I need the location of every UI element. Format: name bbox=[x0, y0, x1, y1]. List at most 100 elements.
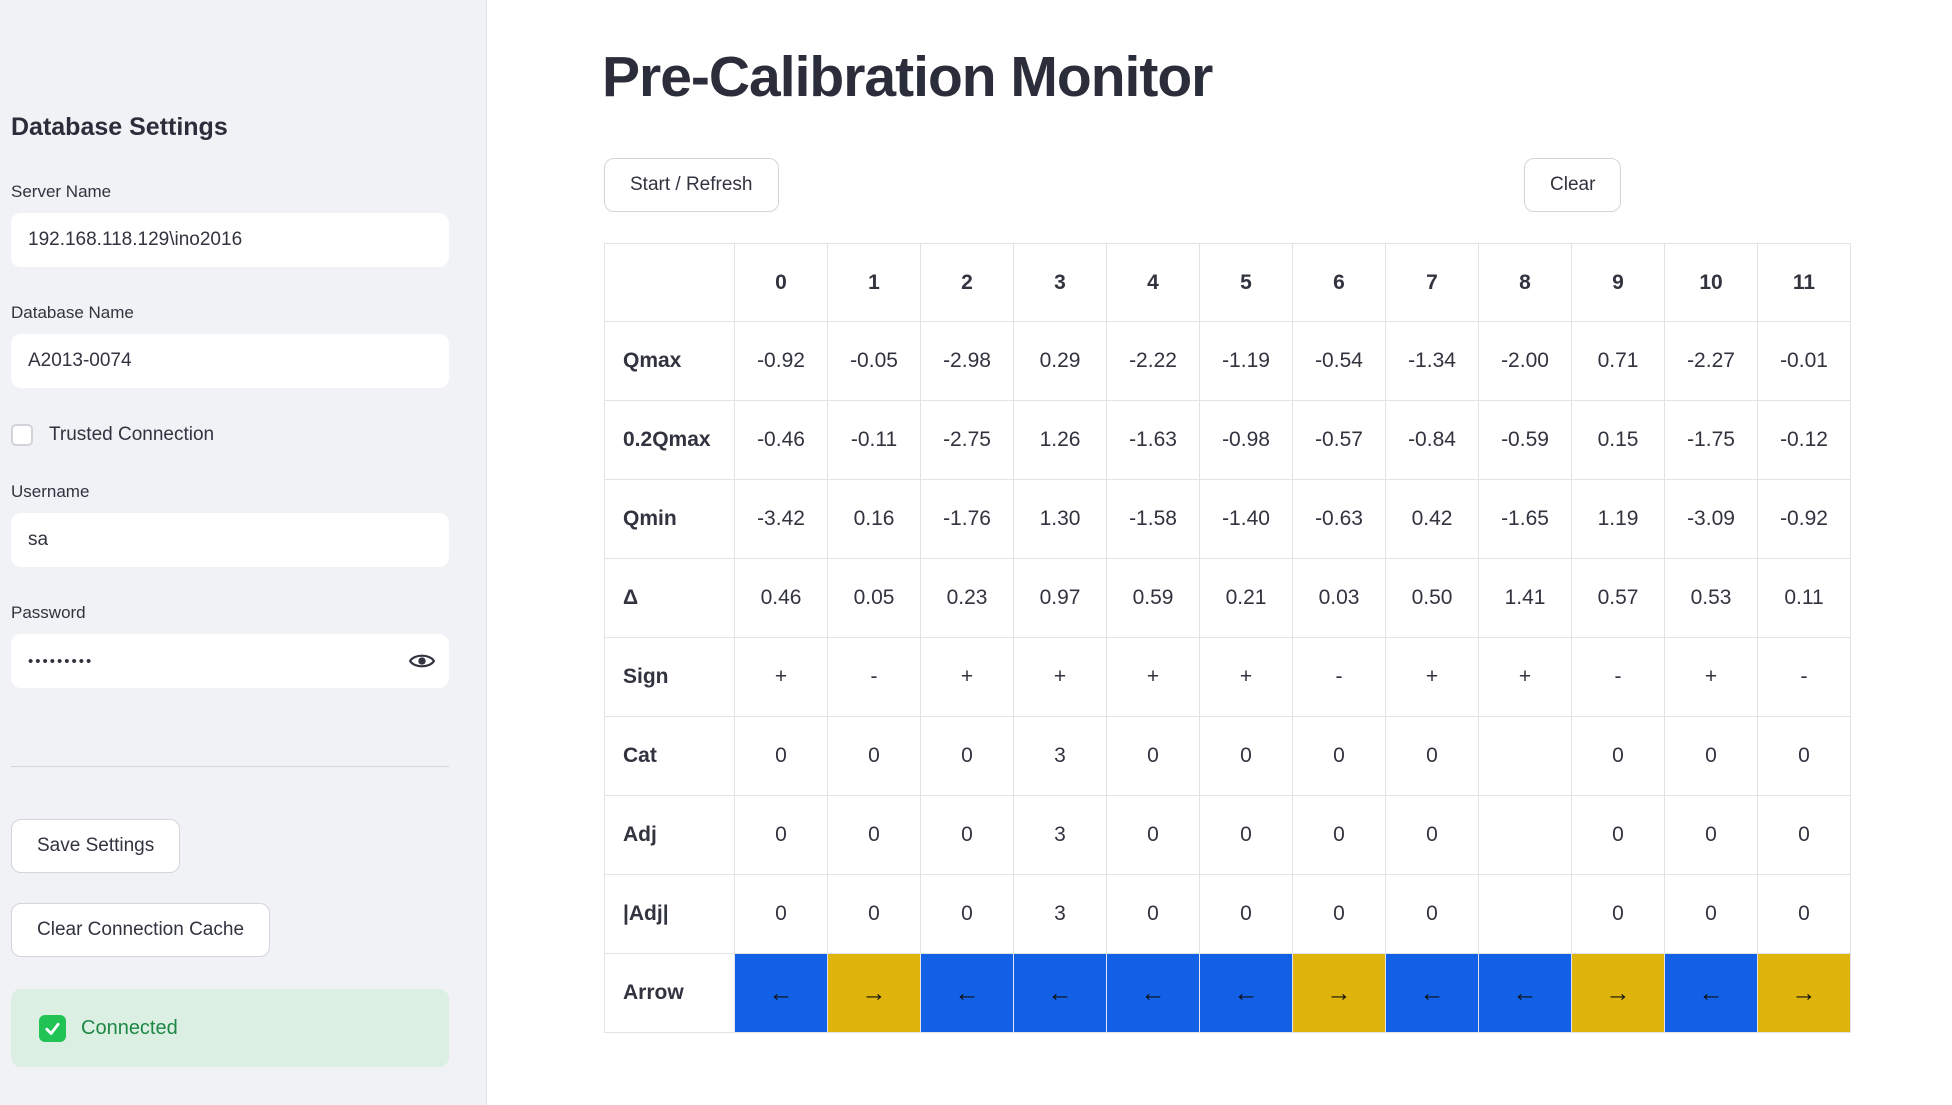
table-cell bbox=[1478, 716, 1572, 796]
password-label: Password bbox=[11, 603, 86, 622]
table-cell: 3 bbox=[1013, 795, 1107, 875]
table-cell: 0 bbox=[1292, 874, 1386, 954]
arrow-right-cell: → bbox=[1292, 953, 1386, 1033]
arrow-left-cell: ← bbox=[1664, 953, 1758, 1033]
table-cell: 0 bbox=[827, 716, 921, 796]
table-row-label: Arrow bbox=[604, 953, 735, 1033]
table-cell: + bbox=[734, 637, 828, 717]
clear-button[interactable]: Clear bbox=[1524, 158, 1622, 212]
table-row: Qmax -0.92 -0.05 -2.98 0.29 -2.22 -1.19 -0.54 -1… bbox=[604, 321, 1851, 401]
table-cell: -2.27 bbox=[1664, 321, 1758, 401]
table-cell: 0 bbox=[920, 716, 1014, 796]
table-cell: 0 bbox=[734, 874, 828, 954]
server-name-input[interactable]: 192.168.118.129\ino2016 bbox=[11, 213, 449, 267]
table-cell: - bbox=[827, 637, 921, 717]
table-row: Adj 0 0 0 3 0 0 0 0 0 0 0 bbox=[604, 795, 1851, 875]
table-corner-cell bbox=[604, 243, 735, 322]
table-cell: 3 bbox=[1013, 716, 1107, 796]
status-badge: Connected bbox=[81, 1016, 178, 1039]
main-content: Pre-Calibration Monitor Start / Refresh … bbox=[488, 0, 1952, 1105]
table-cell: 0.15 bbox=[1571, 400, 1665, 480]
table-cell: -1.58 bbox=[1106, 479, 1200, 559]
save-settings-button[interactable]: Save Settings bbox=[11, 819, 181, 873]
table-cell: + bbox=[1106, 637, 1200, 717]
table-cell: 0 bbox=[1199, 795, 1293, 875]
table-cell: -0.12 bbox=[1757, 400, 1851, 480]
table-cell: - bbox=[1757, 637, 1851, 717]
table-col-header: 6 bbox=[1292, 243, 1386, 322]
table-col-header: 8 bbox=[1478, 243, 1572, 322]
table-cell: -0.84 bbox=[1385, 400, 1479, 480]
pre-calibration-table: 0 1 2 3 4 5 6 7 8 9 10 11 Qmax -0.92 -0.05 -2.98 0.29 -2.… bbox=[604, 243, 1851, 1033]
table-row: 0.2Qmax -0.46 -0.11 -2.75 1.26 -1.63 -0.98 -0.5… bbox=[604, 400, 1851, 480]
sidebar-divider bbox=[11, 766, 449, 767]
table-cell: 0.57 bbox=[1571, 558, 1665, 638]
table-cell: 1.19 bbox=[1571, 479, 1665, 559]
table-cell: 0 bbox=[1199, 874, 1293, 954]
table-cell: 0 bbox=[920, 795, 1014, 875]
table-cell: 0 bbox=[1571, 795, 1665, 875]
table-cell bbox=[1478, 874, 1572, 954]
table-cell: -1.40 bbox=[1199, 479, 1293, 559]
table-cell: 0 bbox=[827, 795, 921, 875]
table-cell: 0 bbox=[1757, 795, 1851, 875]
table-row: Qmin -3.42 0.16 -1.76 1.30 -1.58 -1.40 -0.63 0.4… bbox=[604, 479, 1851, 559]
clear-connection-cache-button[interactable]: Clear Connection Cache bbox=[11, 903, 271, 957]
table-cell: 0 bbox=[1106, 716, 1200, 796]
table-cell: 0 bbox=[1571, 874, 1665, 954]
table-col-header: 9 bbox=[1571, 243, 1665, 322]
table-cell: 0 bbox=[1757, 874, 1851, 954]
table-cell: -1.19 bbox=[1199, 321, 1293, 401]
table-cell: 0 bbox=[1664, 716, 1758, 796]
table-cell: -0.92 bbox=[734, 321, 828, 401]
username-input[interactable]: sa bbox=[11, 513, 449, 567]
table-row: Sign + - + + + + - + + - + - bbox=[604, 637, 1851, 717]
table-cell: 0 bbox=[1292, 716, 1386, 796]
checkbox-unchecked-icon[interactable] bbox=[11, 424, 33, 446]
table-cell: 0.16 bbox=[827, 479, 921, 559]
table-cell: 3 bbox=[1013, 874, 1107, 954]
table-cell: -2.98 bbox=[920, 321, 1014, 401]
table-cell: -1.34 bbox=[1385, 321, 1479, 401]
eye-icon[interactable] bbox=[408, 648, 436, 674]
table-row-label: Qmin bbox=[604, 479, 735, 559]
database-name-input[interactable]: A2013-0074 bbox=[11, 334, 449, 388]
arrow-left-cell: ← bbox=[1385, 953, 1479, 1033]
table-cell: - bbox=[1292, 637, 1386, 717]
table-col-header: 11 bbox=[1757, 243, 1851, 322]
table-cell: -1.75 bbox=[1664, 400, 1758, 480]
table-row: Cat 0 0 0 3 0 0 0 0 0 0 0 bbox=[604, 716, 1851, 796]
toolbar: Start / Refresh Clear bbox=[604, 158, 1854, 212]
table-cell: -0.46 bbox=[734, 400, 828, 480]
arrow-left-cell: ← bbox=[1478, 953, 1572, 1033]
table-row-label: Cat bbox=[604, 716, 735, 796]
password-masked-value: ••••••••• bbox=[28, 652, 94, 670]
table-row-label: 0.2Qmax bbox=[604, 400, 735, 480]
table-cell: -2.22 bbox=[1106, 321, 1200, 401]
username-label: Username bbox=[11, 482, 90, 501]
table-cell: 0 bbox=[1385, 874, 1479, 954]
table-cell: -0.54 bbox=[1292, 321, 1386, 401]
arrow-left-cell: ← bbox=[1013, 953, 1107, 1033]
table-cell: 0 bbox=[1106, 874, 1200, 954]
password-input[interactable]: ••••••••• bbox=[11, 634, 449, 688]
table-col-header: 10 bbox=[1664, 243, 1758, 322]
trusted-connection-checkbox[interactable]: Trusted Connection bbox=[11, 424, 448, 446]
table-cell: -0.05 bbox=[827, 321, 921, 401]
table-cell: 0 bbox=[734, 795, 828, 875]
table-col-header: 5 bbox=[1199, 243, 1293, 322]
table-cell: + bbox=[1478, 637, 1572, 717]
start-refresh-button[interactable]: Start / Refresh bbox=[604, 158, 779, 212]
table-cell: 0.03 bbox=[1292, 558, 1386, 638]
table-cell: 0.46 bbox=[734, 558, 828, 638]
table-row-label: Qmax bbox=[604, 321, 735, 401]
table-cell: 1.41 bbox=[1478, 558, 1572, 638]
table-cell: 0.29 bbox=[1013, 321, 1107, 401]
table-col-header: 3 bbox=[1013, 243, 1107, 322]
table-cell: -3.09 bbox=[1664, 479, 1758, 559]
table-cell: -0.63 bbox=[1292, 479, 1386, 559]
table-cell: 0 bbox=[1664, 874, 1758, 954]
checkbox-checked-icon bbox=[39, 1014, 66, 1042]
server-name-label: Server Name bbox=[11, 182, 112, 201]
table-cell: 0 bbox=[1385, 795, 1479, 875]
